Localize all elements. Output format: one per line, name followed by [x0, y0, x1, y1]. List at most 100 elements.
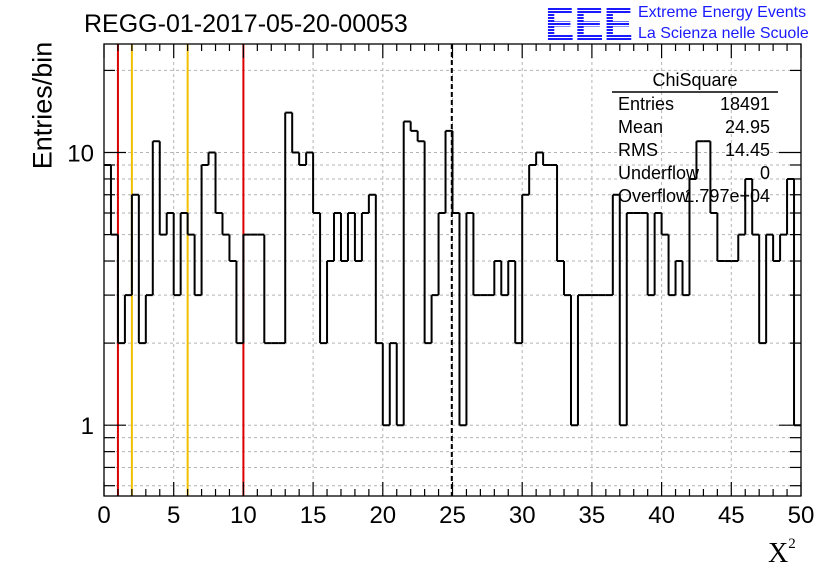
- x-axis-label-superscript: 2: [788, 535, 796, 552]
- histogram-bin: [346, 212, 355, 262]
- histogram-bin: [200, 163, 209, 296]
- histogram-bin: [709, 141, 718, 215]
- y-tick-label: 1: [81, 413, 94, 440]
- histogram-bin: [618, 194, 627, 427]
- histogram-bin: [395, 343, 404, 427]
- x-tick-label: 50: [788, 502, 815, 529]
- histogram-bin: [186, 213, 195, 236]
- histogram-bin: [507, 260, 516, 296]
- histogram-bin: [228, 234, 237, 263]
- x-tick-label: 30: [509, 502, 536, 529]
- histogram-bin: [430, 294, 439, 344]
- histogram-bin: [514, 261, 523, 345]
- histogram-bin: [305, 151, 314, 165]
- histogram-bin: [625, 212, 634, 426]
- histogram-bin: [235, 261, 244, 345]
- histogram-bin: [660, 213, 669, 236]
- histogram-bin: [716, 213, 725, 263]
- histogram-bin: [402, 120, 411, 426]
- chart-title: REGG-01-2017-05-20-00053: [84, 10, 408, 38]
- histogram-bin: [242, 233, 251, 344]
- stats-row-value: 14.45: [725, 140, 770, 160]
- histogram-bin: [493, 260, 502, 296]
- x-axis-label-base: X: [768, 538, 789, 569]
- stats-row-value: 0: [760, 163, 770, 183]
- histogram-bin: [165, 212, 174, 235]
- x-axis-label: X2: [768, 535, 796, 570]
- histogram-bin: [500, 261, 509, 297]
- histogram-bin: [423, 141, 432, 345]
- eee-logo: EEE: [545, 2, 633, 44]
- histogram-bin: [465, 212, 474, 426]
- histogram-bin: [339, 213, 348, 263]
- histogram-bin: [779, 233, 788, 262]
- x-tick-label: 0: [97, 502, 110, 529]
- histogram-bin: [416, 130, 425, 143]
- histogram-bin: [130, 193, 139, 296]
- histogram-bin: [458, 213, 467, 427]
- histogram-bin: [137, 194, 146, 345]
- histogram-bin: [158, 141, 167, 236]
- histogram-bin: [333, 212, 341, 262]
- histogram-bin: [528, 163, 537, 195]
- histogram-bin: [681, 261, 690, 297]
- histogram-bin: [793, 178, 801, 427]
- histogram-bin: [291, 112, 300, 154]
- histogram-bin: [207, 151, 216, 165]
- histogram-bin: [611, 193, 620, 296]
- y-tick-label: 10: [67, 141, 94, 168]
- histogram-bin: [772, 234, 781, 263]
- histogram-bin: [542, 152, 551, 166]
- histogram-bin: [263, 234, 272, 345]
- histogram-bin: [786, 177, 795, 235]
- brand-line-2: La Scienza nelle Scuole: [638, 25, 809, 42]
- histogram-bin: [576, 294, 585, 426]
- histogram-bin: [221, 213, 230, 236]
- histogram-bin: [151, 140, 160, 296]
- histogram-bin: [758, 234, 767, 345]
- histogram-bin: [312, 152, 321, 215]
- histogram-bin: [653, 212, 662, 296]
- histogram-bin: [521, 193, 530, 344]
- histogram-bin: [193, 234, 202, 297]
- histogram-bin: [214, 152, 223, 215]
- brand-line-1: Extreme Energy Events: [638, 4, 807, 21]
- histogram-bin: [472, 213, 481, 297]
- histogram-bin: [179, 212, 188, 296]
- x-tick-label: 25: [439, 502, 466, 529]
- stats-row-label: Underflow: [618, 163, 700, 183]
- histogram-bin: [569, 295, 578, 427]
- axis-ticks: [103, 44, 802, 496]
- histogram-bin: [367, 193, 376, 214]
- histogram-bin: [744, 177, 753, 235]
- x-tick-label: 10: [230, 502, 257, 529]
- histogram-bin: [319, 213, 328, 345]
- histogram-bin: [374, 194, 383, 345]
- histogram-bin: [409, 121, 418, 132]
- stats-title: ChiSquare: [652, 70, 737, 90]
- histogram-bin: [388, 342, 397, 426]
- stats-row-label: RMS: [618, 140, 658, 160]
- histogram-bin: [437, 212, 446, 296]
- histogram-bin: [298, 152, 307, 166]
- histogram-bin: [751, 178, 760, 236]
- histogram-bin: [144, 294, 153, 344]
- tick-labels: 1 10 0 5 10 15 20 25 30 35 40 45 50: [67, 141, 814, 529]
- x-tick-label: 45: [718, 502, 745, 529]
- histogram-bin: [674, 260, 683, 296]
- histogram-bin: [123, 294, 132, 344]
- histogram-bin: [688, 177, 697, 296]
- histogram-bin: [667, 234, 676, 297]
- histogram-bin: [695, 140, 704, 179]
- histogram-bin: [353, 213, 362, 263]
- histogram-bin: [563, 261, 571, 297]
- x-tick-label: 15: [300, 502, 327, 529]
- histogram-bin: [116, 234, 125, 345]
- stats-row-label: Mean: [618, 117, 663, 137]
- stats-box: ChiSquare Entries 18491 Mean 24.95 RMS 14.45 Un…: [612, 70, 778, 206]
- histogram-bin: [444, 129, 453, 214]
- histogram-bin: [326, 260, 335, 344]
- histogram-bin: [556, 164, 565, 263]
- histogram-bin: [284, 111, 293, 344]
